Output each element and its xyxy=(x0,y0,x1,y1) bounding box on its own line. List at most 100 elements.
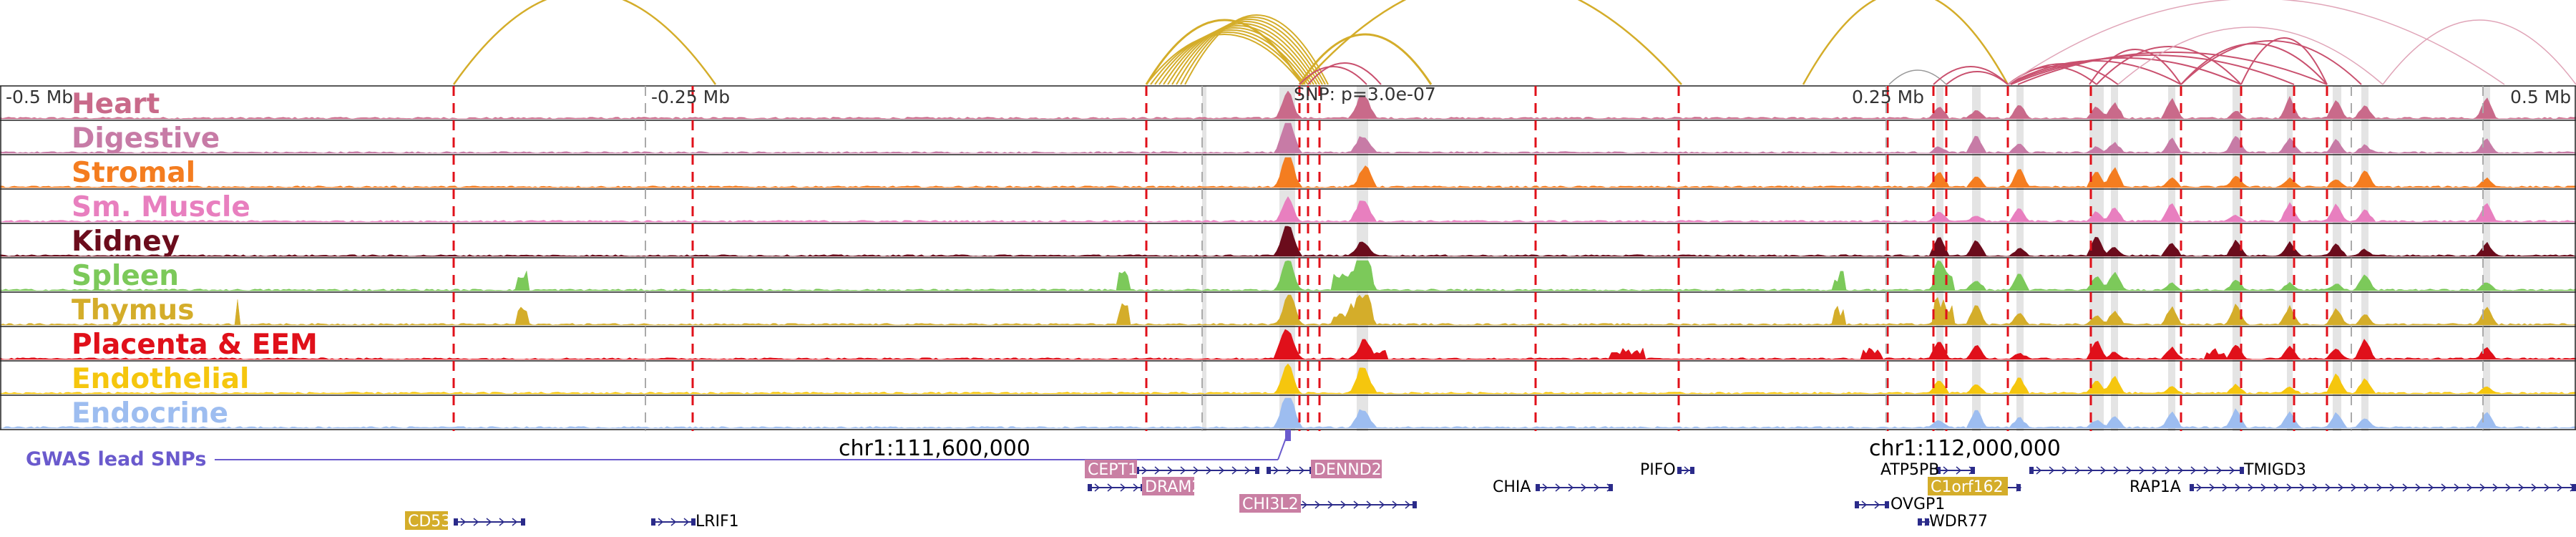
loop-arc xyxy=(2007,0,2505,85)
strand-arrow xyxy=(1874,500,1880,509)
strand-arrow xyxy=(2216,466,2223,475)
loop-arc xyxy=(1146,34,1303,85)
strand-arrow xyxy=(2454,483,2460,492)
gene-highlight-box xyxy=(405,511,448,530)
gene-highlight-box xyxy=(1142,477,1194,495)
track-label-sm-muscle: Sm. Muscle xyxy=(72,191,250,223)
gwas-lead-snps-label: GWAS lead SNPs xyxy=(26,448,206,470)
loop-arc xyxy=(2180,40,2362,85)
strand-arrow xyxy=(499,518,505,526)
gene-rap1a: RAP1A xyxy=(2129,478,2576,496)
gene-label: DRAM2 xyxy=(1145,478,1201,496)
loop-arc xyxy=(2017,52,2328,85)
snp-pvalue-label: SNP: p=3.0e-07 xyxy=(1294,84,1436,105)
gene-atp5pb: ATP5PB xyxy=(1880,461,1975,479)
axis-tick-minus-0-5: -0.5 Mb xyxy=(6,87,73,107)
signal-profile xyxy=(0,397,2576,429)
highlight-column xyxy=(2333,86,2341,431)
strand-arrow xyxy=(1861,500,1868,509)
highlight-column xyxy=(2287,86,2293,431)
strand-arrow xyxy=(658,518,664,526)
strand-arrow xyxy=(2062,466,2068,475)
strand-arrow xyxy=(1379,500,1385,509)
track-thymus xyxy=(0,291,2576,326)
strand-arrow xyxy=(1273,466,1279,475)
strand-arrow xyxy=(2260,483,2267,492)
track-kidney xyxy=(0,223,2576,257)
strand-arrow xyxy=(2351,483,2357,492)
gene-label: CD53 xyxy=(408,513,451,531)
strand-arrow xyxy=(2209,483,2215,492)
loop-arc xyxy=(1307,62,1382,85)
loop-arc xyxy=(2007,57,2242,85)
strand-arrow xyxy=(2165,466,2171,475)
axis-tick-plus-0-5: 0.5 Mb xyxy=(2510,87,2571,107)
loop-arc xyxy=(1154,29,1309,85)
strand-arrow xyxy=(1392,500,1398,509)
strand-arrow xyxy=(1340,500,1347,509)
strand-arrow xyxy=(2299,483,2306,492)
strand-arrow xyxy=(1956,466,1962,475)
highlight-column xyxy=(2233,86,2241,431)
gene-c1orf162: C1orf162 xyxy=(1928,477,2022,496)
strand-arrow xyxy=(1141,466,1148,475)
coord-label-right: chr1:112,000,000 xyxy=(1869,436,2061,461)
exon-block xyxy=(1677,467,1682,474)
loop-arc xyxy=(2382,19,2576,85)
exon-block xyxy=(1918,518,1922,526)
gene-label: RAP1A xyxy=(2129,478,2181,496)
highlight-column xyxy=(1972,86,1981,431)
track-label-endothelial: Endothelial xyxy=(72,363,249,395)
strand-arrow xyxy=(2203,466,2210,475)
signal-profile xyxy=(0,260,2576,291)
highlight-column xyxy=(2168,86,2175,431)
track-spleen xyxy=(0,257,2576,291)
exon-block xyxy=(2016,484,2021,491)
strand-arrow xyxy=(2177,466,2184,475)
track-label-stromal: Stromal xyxy=(72,157,195,189)
exon-block xyxy=(1267,467,1271,474)
gene-label: ATP5PB xyxy=(1880,461,1939,479)
loop-arc xyxy=(1298,33,1433,85)
track-placenta-eem xyxy=(0,326,2576,360)
strand-arrow xyxy=(1366,500,1372,509)
gene-label: TMIGD3 xyxy=(2243,461,2306,479)
gene-dram2: DRAM2 xyxy=(1088,477,1201,496)
loop-arc xyxy=(1888,69,1947,85)
loop-arc xyxy=(1946,71,2009,85)
highlight-column xyxy=(2483,86,2490,431)
strand-arrow xyxy=(1405,500,1411,509)
strand-arrow xyxy=(512,518,518,526)
gene-cd53: CD53 xyxy=(405,511,525,531)
strand-arrow xyxy=(2544,483,2550,492)
strand-arrow xyxy=(1180,466,1186,475)
strand-arrow xyxy=(683,518,690,526)
strand-arrow xyxy=(2389,483,2396,492)
exon-block xyxy=(1925,518,1929,526)
exon-block xyxy=(1088,484,1092,491)
signal-profile xyxy=(0,157,2576,188)
strand-arrow xyxy=(2235,483,2241,492)
exon-block xyxy=(2240,467,2244,474)
exon-block xyxy=(2572,484,2576,491)
signal-profile xyxy=(0,226,2576,257)
track-endothelial xyxy=(0,360,2576,395)
loop-arc xyxy=(2240,37,2328,85)
exon-block xyxy=(2190,484,2194,491)
track-stromal xyxy=(0,154,2576,188)
strand-arrow xyxy=(1353,500,1360,509)
loop-arc xyxy=(452,0,717,85)
track-endocrine xyxy=(0,395,2576,429)
strand-arrow xyxy=(2325,483,2331,492)
loop-arc xyxy=(1299,66,1367,85)
track-label-endocrine: Endocrine xyxy=(72,397,228,430)
strand-arrow xyxy=(2152,466,2158,475)
loop-arc xyxy=(2117,26,2384,85)
strand-arrow xyxy=(1684,466,1690,475)
gene-label: CHI3L2 xyxy=(1242,495,1299,513)
strand-arrow xyxy=(2402,483,2409,492)
strand-arrow xyxy=(1286,466,1292,475)
strand-arrow xyxy=(1167,466,1174,475)
strand-arrow xyxy=(2441,483,2447,492)
